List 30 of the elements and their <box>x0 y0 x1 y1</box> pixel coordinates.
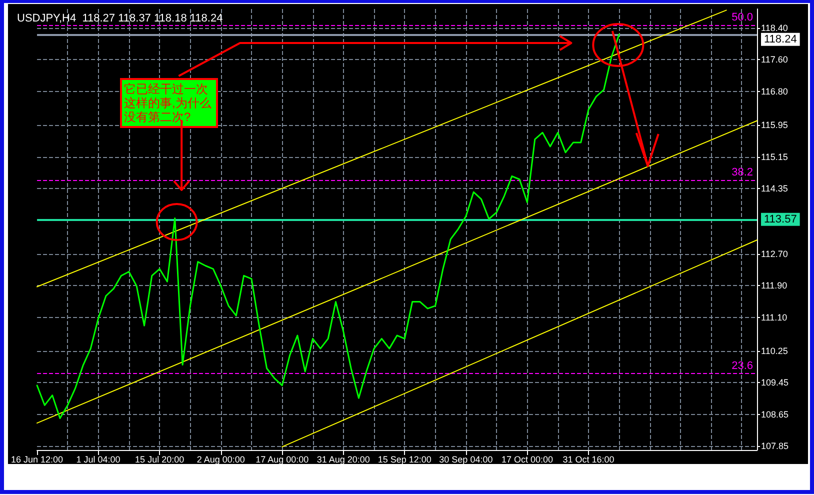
ref-line-label: 118.24 <box>764 33 797 46</box>
y-tick-label: 117.60 <box>761 54 788 65</box>
y-tick-label: 110.25 <box>761 346 788 356</box>
ref-line-label: 113.57 <box>764 213 797 226</box>
y-tick-label: 111.10 <box>761 312 788 322</box>
x-tick-label: 17 Aug 00:00 <box>256 454 309 464</box>
x-tick-label: 31 Aug 20:00 <box>316 454 370 464</box>
line-series <box>36 34 620 420</box>
x-tick-label: 2 Aug 00:00 <box>196 454 245 464</box>
annotation: 50.0 <box>732 11 753 24</box>
annotation: 38.2 <box>732 166 753 179</box>
y-tick-label: 118.40 <box>761 23 788 34</box>
x-tick-label: 30 Sep 04:00 <box>439 454 493 464</box>
y-tick-label: 107.85 <box>761 441 789 452</box>
y-tick-label: 114.35 <box>761 183 788 194</box>
chart-title: USDJPY,H4 118.27 118.37 118.18 118.24 <box>17 12 223 24</box>
x-tick-label: 31 Oct 16:00 <box>562 454 614 464</box>
x-tick-label: 17 Oct 00:00 <box>501 454 553 464</box>
y-tick-label: 115.95 <box>761 120 788 130</box>
y-tick-label: 115.15 <box>761 152 788 162</box>
annotation: 23.6 <box>732 360 753 372</box>
y-tick-label: 109.45 <box>761 378 789 388</box>
y-tick-label: 108.65 <box>761 409 789 420</box>
y-tick-label: 116.80 <box>761 86 788 96</box>
y-tick-label: 112.70 <box>761 248 788 259</box>
x-tick-label: 15 Jul 20:00 <box>135 454 184 464</box>
x-tick-label: 1 Jul 04:00 <box>76 454 120 464</box>
x-tick-label: 15 Sep 12:00 <box>378 454 432 464</box>
y-tick-label: 111.90 <box>761 280 788 291</box>
x-tick-label: 16 Jun 12:00 <box>11 454 64 464</box>
